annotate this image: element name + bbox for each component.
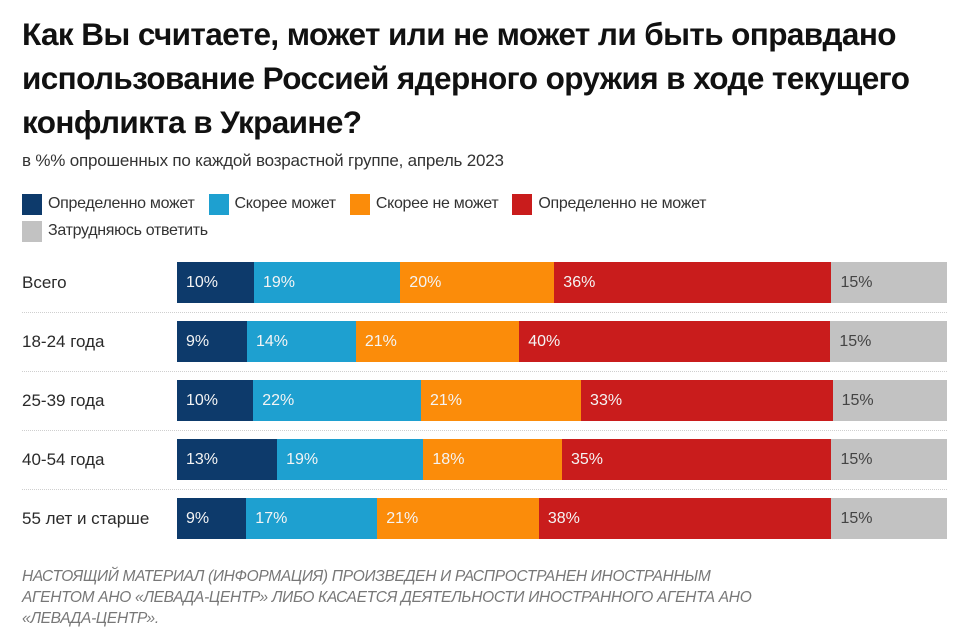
- legend-item-definitely-yes: Определенно может: [22, 193, 195, 215]
- bar-segment: 38%: [538, 498, 832, 539]
- bar-segment: 18%: [423, 439, 562, 480]
- data-label: 18%: [432, 450, 465, 468]
- data-label: 19%: [263, 273, 296, 291]
- category-label: 25-39 года: [22, 391, 105, 410]
- data-label: 13%: [186, 450, 219, 468]
- legend-swatch: [22, 220, 42, 242]
- category-label: 18-24 года: [22, 332, 105, 351]
- legend-swatch: [208, 193, 229, 215]
- bar-segment: 21%: [420, 380, 582, 421]
- bar-segment: 21%: [377, 498, 539, 539]
- legend-swatch: [349, 193, 370, 215]
- stacked-bar-row: 13% 19% 18% 35% 15%: [177, 439, 947, 480]
- legend-item-rather-no: Скорее не может: [349, 193, 499, 215]
- legend-swatch: [512, 193, 533, 215]
- bar-segment: 40%: [519, 321, 831, 362]
- data-label: 36%: [563, 273, 596, 291]
- stacked-bar-row: 10% 19% 20% 36% 15%: [177, 262, 947, 303]
- bar-segment: 17%: [246, 498, 378, 539]
- data-label: 9%: [186, 509, 210, 527]
- category-label: Всего: [22, 273, 67, 292]
- data-label: 10%: [186, 391, 219, 409]
- data-label: 10%: [186, 273, 219, 291]
- bar-segment: 21%: [355, 321, 520, 362]
- data-label: 40%: [528, 332, 561, 350]
- legend-label: Затрудняюсь ответить: [48, 222, 208, 239]
- data-label: 21%: [364, 332, 397, 350]
- disclaimer-line: «ЛЕВАДА-ЦЕНТР».: [22, 610, 159, 627]
- data-label: 17%: [255, 509, 288, 527]
- bar-segment: 20%: [400, 262, 555, 303]
- bar-segment: 19%: [277, 439, 424, 480]
- data-label: 33%: [590, 391, 623, 409]
- disclaimer-line: НАСТОЯЩИЙ МАТЕРИАЛ (ИНФОРМАЦИЯ) ПРОИЗВЕД…: [22, 568, 711, 585]
- data-label: 15%: [840, 450, 873, 468]
- data-label: 14%: [256, 332, 289, 350]
- bar-segment: 13%: [177, 439, 278, 480]
- stacked-bar-row: 9% 14% 21% 40% 15%: [177, 321, 947, 362]
- legend-item-definitely-no: Определенно не может: [512, 193, 707, 215]
- legend: Определенно может Скорее может Скорее не…: [22, 192, 962, 246]
- data-label: 15%: [840, 273, 873, 291]
- data-label: 15%: [839, 332, 872, 350]
- data-label: 20%: [409, 273, 442, 291]
- bar-segment: 10%: [177, 380, 254, 421]
- data-label: 21%: [386, 509, 419, 527]
- foreign-agent-disclaimer: НАСТОЯЩИЙ МАТЕРИАЛ (ИНФОРМАЦИЯ) ПРОИЗВЕД…: [22, 566, 952, 629]
- legend-row-1: Определенно может Скорее может Скорее не…: [22, 192, 962, 216]
- bar-segment: 22%: [253, 380, 421, 421]
- bar-segment: 9%: [177, 498, 247, 539]
- data-label: 38%: [547, 509, 580, 527]
- legend-item-hard-to-say: Затрудняюсь ответить: [22, 220, 208, 242]
- bar-segment: 19%: [254, 262, 401, 303]
- legend-swatch: [22, 193, 42, 215]
- bar-segment: 10%: [177, 262, 254, 303]
- legend-item-rather-yes: Скорее может: [208, 193, 337, 215]
- row-divider: [22, 489, 947, 490]
- bar-segment: 15%: [831, 262, 947, 303]
- chart-title: Как Вы считаете, может или не может ли б…: [22, 16, 910, 140]
- bar-segment: 35%: [561, 439, 832, 480]
- bar-segment: 15%: [831, 498, 947, 539]
- legend-label: Скорее не может: [375, 195, 499, 212]
- disclaimer-line: АГЕНТОМ АНО «ЛЕВАДА-ЦЕНТР» ЛИБО КАСАЕТСЯ…: [22, 589, 752, 606]
- data-label: 15%: [841, 391, 874, 409]
- stacked-bar-row: 10% 22% 21% 33% 15%: [177, 380, 947, 421]
- row-divider: [22, 371, 947, 372]
- bar-segment: 14%: [247, 321, 356, 362]
- data-label: 21%: [429, 391, 462, 409]
- row-divider: [22, 430, 947, 431]
- data-label: 35%: [570, 450, 604, 468]
- data-label: 19%: [286, 450, 319, 468]
- bar-segment: 9%: [177, 321, 247, 362]
- legend-label: Определенно не может: [538, 195, 707, 212]
- category-label: 40-54 года: [22, 450, 105, 469]
- legend-row-2: Затрудняюсь ответить: [22, 219, 962, 243]
- bar-segment: 15%: [831, 439, 947, 480]
- bar-segment: 36%: [554, 262, 832, 303]
- legend-label: Определенно может: [48, 195, 195, 212]
- stacked-bar-row: 9% 17% 21% 38% 15%: [177, 498, 947, 539]
- bar-segment: 33%: [581, 380, 833, 421]
- category-label: 55 лет и старше: [22, 509, 150, 528]
- row-divider: [22, 312, 947, 313]
- bar-segment: 15%: [830, 321, 947, 362]
- data-label: 9%: [186, 332, 210, 350]
- data-label: 22%: [262, 391, 295, 409]
- chart-subtitle: в %% опрошенных по каждой возрастной гру…: [22, 151, 504, 170]
- legend-label: Скорее может: [234, 195, 337, 212]
- bar-segment: 15%: [832, 380, 947, 421]
- data-label: 15%: [840, 509, 873, 527]
